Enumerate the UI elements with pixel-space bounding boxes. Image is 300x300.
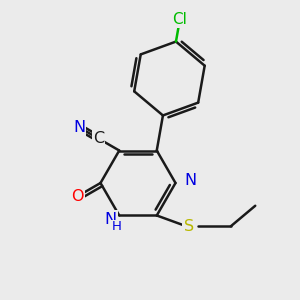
Text: N: N xyxy=(104,212,116,226)
Text: C: C xyxy=(93,131,104,146)
Text: S: S xyxy=(184,219,194,234)
Text: Cl: Cl xyxy=(172,12,187,27)
Text: H: H xyxy=(111,220,121,233)
Text: N: N xyxy=(73,120,85,135)
Text: O: O xyxy=(71,189,83,204)
Text: N: N xyxy=(184,173,196,188)
